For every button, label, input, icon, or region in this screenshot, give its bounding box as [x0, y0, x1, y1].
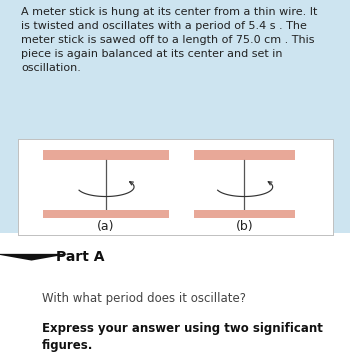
Text: (a): (a): [97, 220, 114, 233]
Text: With what period does it oscillate?: With what period does it oscillate?: [42, 292, 246, 305]
FancyBboxPatch shape: [194, 210, 295, 218]
Polygon shape: [0, 254, 69, 261]
FancyBboxPatch shape: [43, 150, 169, 160]
Text: Part A: Part A: [56, 250, 105, 264]
FancyBboxPatch shape: [194, 150, 295, 160]
Text: Express your answer using two significant
figures.: Express your answer using two significan…: [42, 323, 323, 352]
Text: (b): (b): [236, 220, 253, 233]
FancyBboxPatch shape: [43, 210, 169, 218]
Text: A meter stick is hung at its center from a thin wire. It
is twisted and oscillat: A meter stick is hung at its center from…: [21, 7, 317, 73]
